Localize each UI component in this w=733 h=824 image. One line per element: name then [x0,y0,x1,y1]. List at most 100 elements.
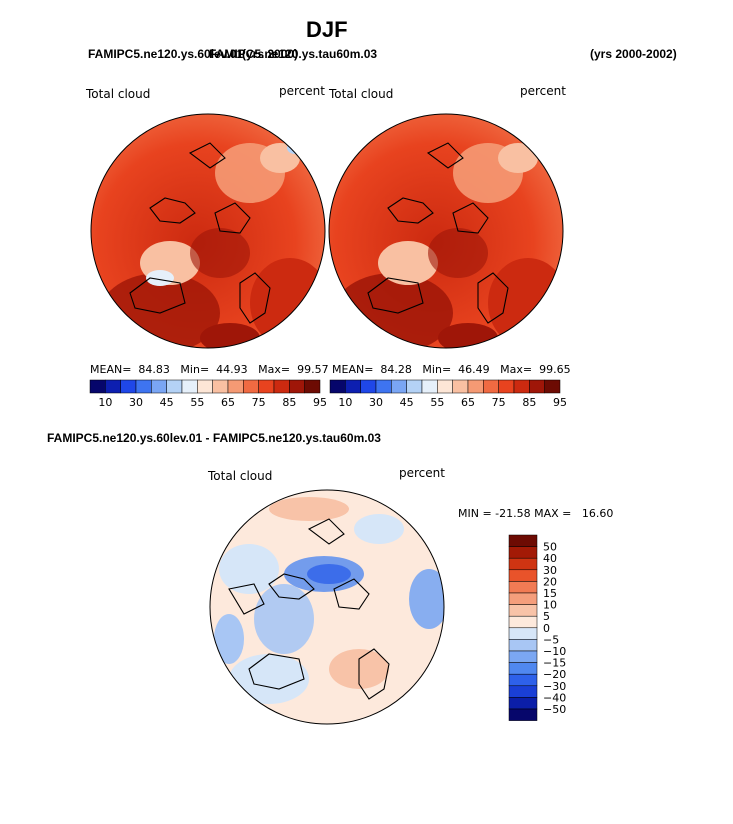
colorbar-swatch [166,379,183,394]
colorbar-swatch [508,615,538,629]
case-a-years: (yrs 2000) [242,47,299,61]
colorbar-swatch [508,534,538,547]
colorbar-swatch [227,379,244,394]
colorbar-swatch [508,650,538,663]
colorbar-swatch [304,379,321,394]
colorbar-swatch [329,379,346,394]
case-b-years: (yrs 2000-2002) [590,47,677,61]
colorbar-tick-label: 75 [492,396,506,409]
colorbar-swatch [375,379,392,394]
colorbar-swatch [513,379,530,394]
colorbar-swatch [181,379,198,394]
colorbar-tick-label: 55 [190,396,204,409]
colorbar-swatch [508,627,538,640]
panel1-colorbar: 10 30 45 55 65 75 85 95 [89,379,327,409]
colorbar-tick-label: 45 [160,396,174,409]
panel2-min-label: Min= [422,363,452,376]
colorbar-tick-label: 65 [221,396,235,409]
page-title: DJF [306,17,348,42]
colorbar-swatch [508,581,538,594]
panel2-units: percent [520,84,566,98]
colorbar-swatch [89,379,106,394]
colorbar-swatch [508,546,538,559]
diff-header: FAMIPC5.ne120.ys.60lev.01 - FAMIPC5.ne12… [47,431,381,445]
colorbar-swatch [151,379,167,394]
panel3-title: Total cloud [208,469,273,483]
colorbar-swatch [135,379,152,394]
colorbar-swatch [544,379,561,394]
colorbar-swatch [391,379,407,394]
panel1-title: Total cloud [86,87,151,101]
colorbar-tick-label: 30 [129,396,143,409]
colorbar-tick-label: 65 [461,396,475,409]
colorbar-tick-label: 30 [369,396,383,409]
colorbar-swatch [360,379,377,394]
colorbar-swatch [508,673,538,687]
colorbar-tick-label: 55 [430,396,444,409]
colorbar-tick-label: −15 [543,657,566,670]
colorbar-swatch [529,379,545,394]
colorbar-swatch [197,379,213,394]
colorbar-swatch [120,379,137,394]
colorbar-tick-label: 30 [543,564,557,577]
colorbar-tick-label: 85 [282,396,296,409]
colorbar-tick-label: 20 [543,575,557,588]
colorbar-tick-label: 5 [543,610,550,623]
case-b-label: FAMIPC5.ne120.ys.tau60m.03 [209,47,378,61]
colorbar-swatch [421,379,438,394]
panel2-title: Total cloud [329,87,394,101]
colorbar-swatch [508,604,538,617]
panel1-units: percent [279,84,325,98]
colorbar-swatch [508,685,538,698]
panel1-mean: 84.83 [138,363,170,376]
panel3-stats: MIN = -21.58 MAX = 16.60 [458,507,614,520]
colorbar-swatch [498,379,515,394]
panel1-mean-label: MEAN= [90,363,132,376]
colorbar-swatch [212,379,229,394]
colorbar-tick-label: 40 [543,552,557,565]
colorbar-tick-label: 0 [543,622,550,635]
colorbar-tick-label: 95 [553,396,567,409]
colorbar-tick-label: −30 [543,680,566,693]
colorbar-swatch [406,379,423,394]
colorbar-tick-label: −20 [543,668,566,681]
colorbar-swatch [508,697,538,710]
panel2-max-label: Max= [500,363,533,376]
panel1-max-label: Max= [258,363,291,376]
panel2-map [328,113,564,349]
panel2-colorbar: 10 30 45 55 65 75 85 95 [329,379,567,409]
colorbar-tick-label: 95 [313,396,327,409]
case-a-label: FAMIPC5.ne120.ys.60lev.01 [88,47,244,61]
colorbar-swatch [437,379,453,394]
colorbar-tick-label: 85 [522,396,536,409]
panel1-stats: MEAN= 84.83 Min= 44.93 Max= 99.57 [90,363,329,376]
colorbar-tick-label: −50 [543,703,566,716]
colorbar-swatch [258,379,275,394]
colorbar-tick-label: −10 [543,645,566,658]
colorbar-tick-label: 15 [543,587,557,600]
panel1-map [90,113,326,349]
colorbar-tick-label: −40 [543,691,566,704]
colorbar-swatch [483,379,499,394]
colorbar-swatch [105,379,121,394]
colorbar-swatch [508,639,538,652]
colorbar-swatch [508,557,538,571]
colorbar-swatch [289,379,305,394]
colorbar-swatch [273,379,290,394]
panel1-min: 44.93 [216,363,248,376]
colorbar-swatch [508,708,538,721]
colorbar-swatch [452,379,469,394]
panel3-units: percent [399,466,445,480]
panel2-min: 46.49 [458,363,490,376]
colorbar-swatch [243,379,259,394]
colorbar-swatch [345,379,361,394]
panel2-mean-label: MEAN= [332,363,374,376]
colorbar-swatch [508,592,538,605]
colorbar-swatch [508,662,538,675]
colorbar-tick-label: 50 [543,541,557,554]
colorbar-tick-label: 10 [98,396,112,409]
colorbar-swatch [467,379,484,394]
colorbar-tick-label: 10 [543,599,557,612]
colorbar-tick-label: 75 [252,396,266,409]
